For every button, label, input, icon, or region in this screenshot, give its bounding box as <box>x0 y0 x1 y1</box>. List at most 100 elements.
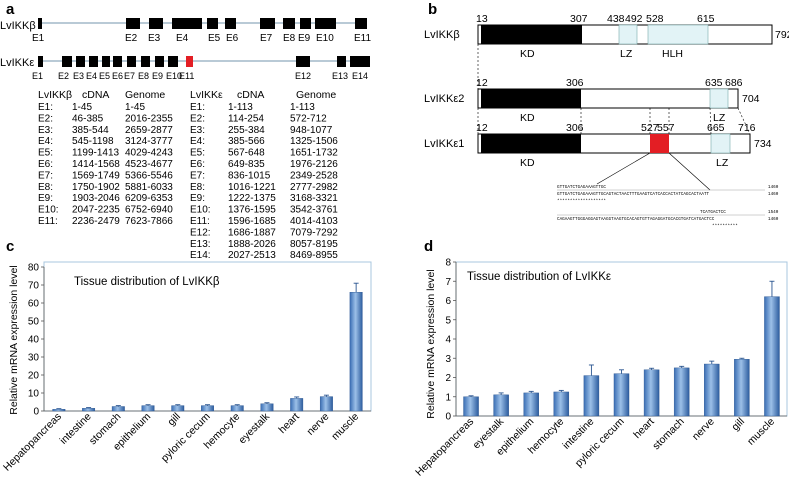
bar <box>493 394 509 417</box>
exon-table-e: LvIKKε cDNA Genome E1: 1-113 1-113 E2: 114-2… <box>190 89 338 261</box>
x-tick-label: eyestalk <box>236 410 272 446</box>
panel-d: d Relative mRNA expression level Tissue … <box>413 238 788 479</box>
table-b-exon: E11: <box>38 216 58 227</box>
table-b-cdna: 1750-1902 <box>72 182 120 193</box>
bar <box>463 396 479 417</box>
ikke1-length: 734 <box>754 138 772 150</box>
gene-b-exon <box>207 18 218 29</box>
table-e-exon: E2: <box>190 113 205 124</box>
chart-d-ylabel: Relative mRNA expression level <box>425 269 437 418</box>
gene-b-exon-label: E2 <box>125 33 138 44</box>
chart-d: 012345678Hepatopancreaseyestalkepitheliu… <box>413 258 787 479</box>
gene-e-exon-label: E6 <box>112 71 123 81</box>
table-e-exon: E14: <box>190 250 211 261</box>
table-b-col-genome: Genome <box>125 89 165 101</box>
table-b-exon: E10: <box>38 205 59 216</box>
alignment-row: ********** <box>712 224 738 229</box>
alignment-position: 1460 <box>768 217 779 222</box>
gene-e-exon-label: E3 <box>73 71 84 81</box>
ikke1-pos-306: 306 <box>566 122 584 134</box>
ikke1-pos-665: 665 <box>707 122 725 134</box>
table-b-cdna: 1-45 <box>72 102 92 113</box>
panel-b-letter: b <box>428 1 437 18</box>
table-b-genome: 4523-4677 <box>125 159 173 170</box>
ikkb-pos-438: 438 <box>607 13 625 25</box>
protein-ikke2-name: LvIKKε2 <box>424 93 464 105</box>
table-b-genome: 6752-6940 <box>125 205 173 216</box>
gene-e-exon <box>76 56 85 67</box>
x-tick-label: muscle <box>745 416 777 448</box>
y-tick-label: 40 <box>28 335 40 346</box>
protein-ikkb-name: LvIKKβ <box>424 29 460 41</box>
table-e-exon: E10: <box>190 205 211 216</box>
ikkb-domain-hlh: HLH <box>662 48 683 60</box>
gene-b-exon <box>283 18 295 29</box>
x-tick-label: heart <box>631 416 656 441</box>
table-e-genome: 948-1077 <box>290 125 333 136</box>
table-e-exon: E3: <box>190 125 205 136</box>
ikkb-domain-kd: KD <box>520 48 535 60</box>
table-b-cdna: 2236-2479 <box>72 216 120 227</box>
y-tick-label: 7 <box>445 277 451 288</box>
alignment-position: 1460 <box>768 185 779 190</box>
gene-b-exon <box>260 18 275 29</box>
table-b-genome: 3124-3777 <box>125 136 173 147</box>
y-tick-label: 80 <box>28 263 40 274</box>
gene-e-exon-label: E5 <box>99 71 110 81</box>
table-e-exon: E1: <box>190 102 205 113</box>
x-tick-label: muscle <box>329 411 361 443</box>
protein-ikkb-hlh <box>647 24 709 45</box>
table-e-cdna: 1376-1595 <box>228 205 276 216</box>
protein-ikke2-kd <box>481 89 581 108</box>
gene-e-exon-label: E8 <box>138 71 149 81</box>
ikkb-pos-615: 615 <box>697 13 715 25</box>
bar <box>643 369 660 417</box>
table-e-genome: 3168-3321 <box>290 193 338 204</box>
ikkb-length: 792 <box>775 29 789 41</box>
table-b-exon: E2: <box>38 113 53 124</box>
table-b-genome: 5881-6033 <box>125 182 173 193</box>
table-e-genome: 8469-8955 <box>290 250 338 261</box>
protein-ikke1-name: LvIKKε1 <box>424 138 464 150</box>
gene-b-exon <box>225 18 236 29</box>
table-e-cdna: 1596-1685 <box>228 216 276 227</box>
bar <box>673 367 690 417</box>
panel-b: b LvIKKβ 13 307 438 492 528 615 792 KD L… <box>424 1 789 229</box>
gene-e-exon-label: E11 <box>179 71 194 81</box>
table-b-exon: E6: <box>38 159 53 170</box>
panel-a: a LvIKKβ LvIKKε E1 E2 E3 E4 E5 E6 E7 E8 E9 E10 E11… <box>0 1 371 261</box>
table-b-cdna: 1414-1568 <box>72 159 120 170</box>
gene-b-exon-label: E1 <box>32 33 45 44</box>
gene-e-exon <box>62 56 72 67</box>
table-b-cdna: 1569-1749 <box>72 170 120 181</box>
protein-ikke1-kd <box>481 134 581 153</box>
gene-b-label: LvIKKβ <box>0 20 36 32</box>
table-e-header: LvIKKε <box>190 89 223 101</box>
sequence-alignment: GTTGATCTGAGAAAGTTGC 1460 GTTGATCTGAGAAAGTT… <box>557 185 779 229</box>
table-e-exon: E4: <box>190 136 205 147</box>
table-b-genome: 2016-2355 <box>125 113 173 124</box>
protein-ikke1-insert <box>650 134 669 153</box>
gene-e-exon-label: E12 <box>295 71 311 81</box>
x-tick-label: nerve <box>690 416 717 443</box>
table-b-cdna: 2047-2235 <box>72 205 120 216</box>
gene-e-exon <box>113 56 122 67</box>
protein-ikke1-lz <box>710 133 731 154</box>
ikke2-pos-306: 306 <box>566 77 584 89</box>
ikke2-length: 704 <box>742 93 760 105</box>
bar <box>319 396 333 412</box>
chart-d-title: Tissue distribution of LvIKKε <box>467 271 611 283</box>
x-tick-label: nerve <box>304 411 331 438</box>
y-tick-label: 60 <box>28 299 40 310</box>
table-e-cdna: 114-254 <box>228 113 264 124</box>
y-tick-label: 1 <box>445 392 451 403</box>
table-e-cdna: 1686-1887 <box>228 227 276 238</box>
ikkb-pos-13: 13 <box>476 13 488 25</box>
bar <box>349 292 363 412</box>
bar <box>290 398 304 412</box>
gene-b-exon-label: E4 <box>176 33 189 44</box>
protein-ikkb: LvIKKβ 13 307 438 492 528 615 792 KD LZ … <box>424 13 789 60</box>
table-b-col-cdna: cDNA <box>82 89 109 101</box>
gene-b-exon-label: E11 <box>354 33 371 44</box>
